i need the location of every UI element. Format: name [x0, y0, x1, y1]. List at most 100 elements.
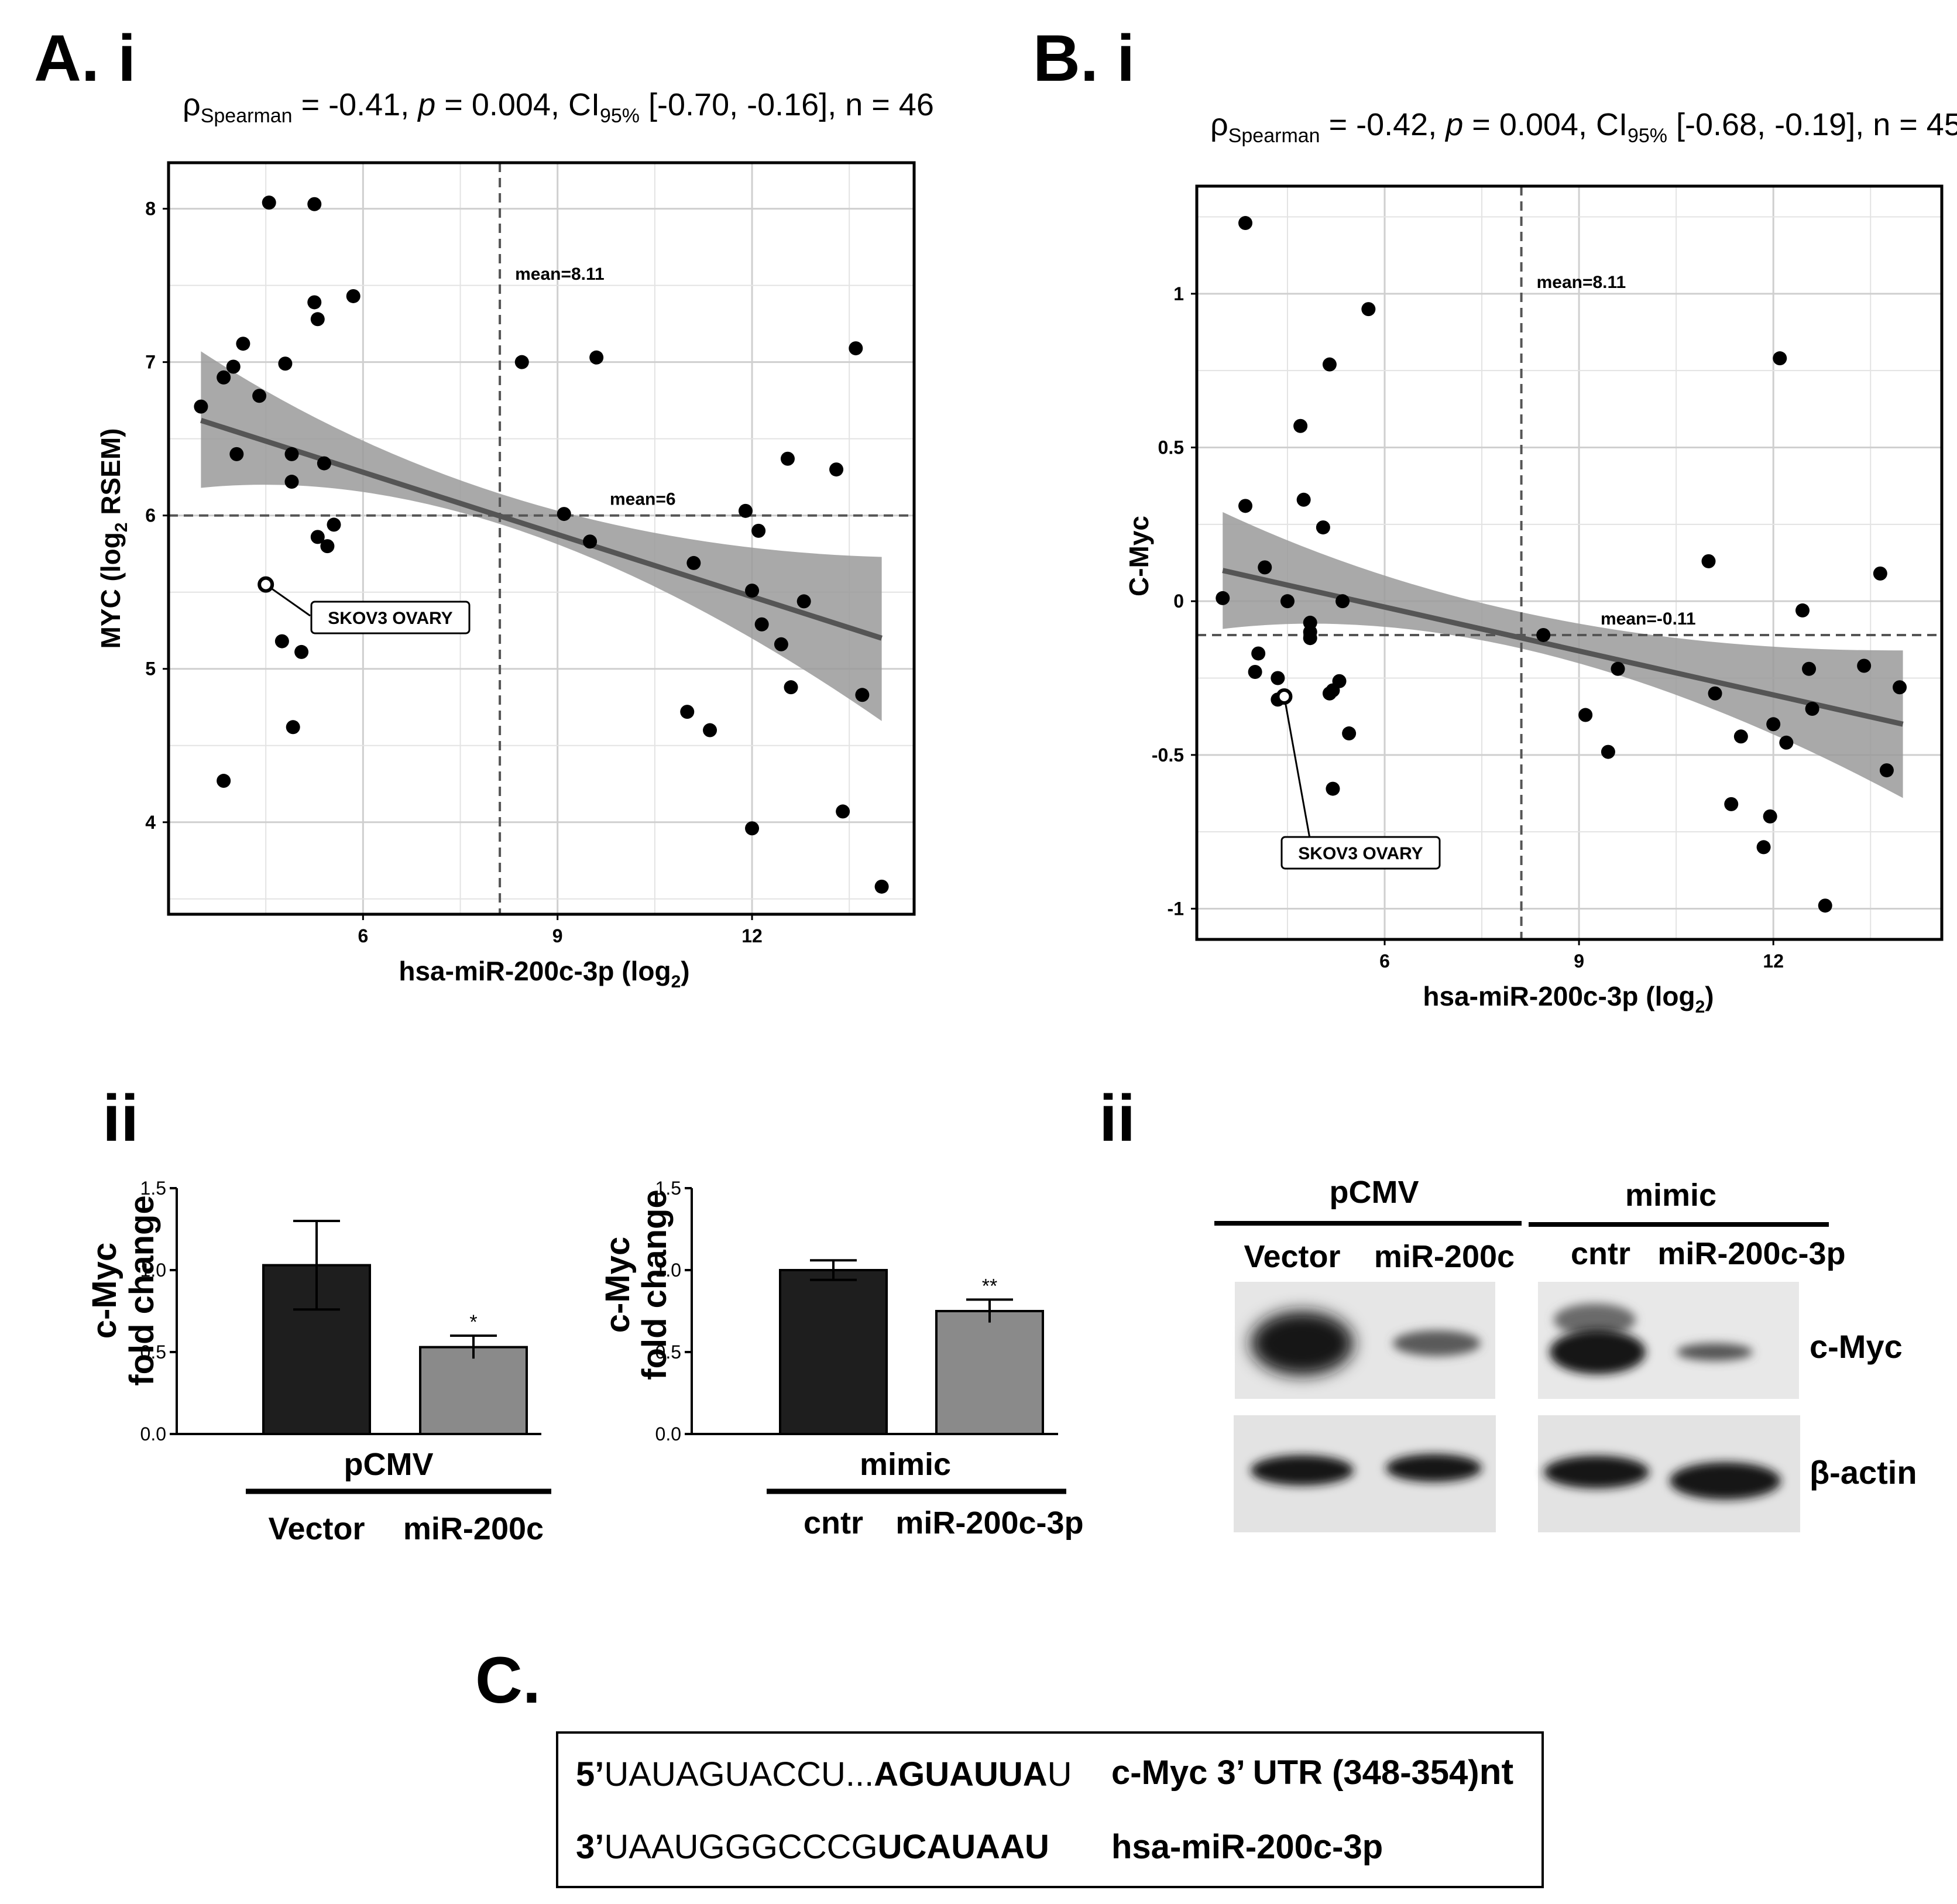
bar-b-category-label: miR-200c-3p [895, 1505, 1083, 1541]
scatter-a-data-point [320, 539, 335, 554]
scatter-b-x-label: hsa-miR-200c-3p (log2) [1423, 981, 1714, 1017]
scatter-a-ci-band [201, 351, 882, 721]
bar-a-bar [419, 1346, 528, 1436]
scatter-a-data-point [874, 879, 889, 894]
blot-lane-mir200c: miR-200c [1374, 1239, 1515, 1274]
stats-b-rho: ρ [1210, 107, 1228, 142]
scatter-a-fit-line [200, 417, 883, 641]
scatter-b-data-point [1296, 492, 1311, 507]
bar-a-y-tick-label: 0.0 [140, 1423, 166, 1445]
blot-band-cmyc-cntr [1550, 1330, 1646, 1374]
scatter-a-highlight-point [258, 576, 274, 593]
stats-a-ci-val: [-0.70, -0.16], n = 46 [640, 87, 934, 122]
sequence-line-2: 3’UAAUGGGCCCGUCAUAAU [576, 1827, 1049, 1867]
scatter-b-data-point [1332, 674, 1347, 688]
seq2-prefix: 3’ [576, 1828, 605, 1866]
scatter-a-data-point [252, 389, 267, 403]
scatter-a-mean-y-label: mean=6 [610, 490, 676, 509]
bar-b-y-tick-label: 1.5 [655, 1178, 681, 1199]
scatter-a-data-point [274, 634, 289, 649]
blot-band-actin-mir200c [1386, 1454, 1482, 1482]
scatter-b-data-point [1335, 594, 1350, 609]
scatter-b-data-point [1724, 797, 1739, 811]
scatter-a-y-tick-label: 5 [145, 658, 156, 680]
bar-a-y-tick-label: 0.5 [140, 1342, 166, 1363]
scatter-b-data-point [1601, 745, 1615, 759]
bar-b-y-tick-label: 0.0 [655, 1423, 681, 1445]
scatter-b-data-point [1303, 631, 1317, 646]
stats-a-rho: ρ [183, 87, 201, 122]
scatter-a-data-point [294, 644, 309, 659]
scatter-b-data-point [1756, 840, 1771, 855]
seq1-unit: nt [1479, 1752, 1514, 1792]
scatter-a-data-point [589, 350, 604, 365]
stats-a-rho-sub: Spearman [200, 104, 293, 127]
blot-row-label-actin: β-actin [1810, 1454, 1917, 1491]
scatter-a-data-point [286, 720, 300, 735]
scatter-b-data-point [1773, 351, 1787, 366]
scatter-a-data-point [284, 475, 299, 489]
scatter-a-data-point [226, 359, 241, 374]
blot-band-actin-vector [1251, 1455, 1354, 1486]
stats-b-ci-sub: 95% [1627, 124, 1668, 147]
scatter-b-fit-line [1222, 568, 1904, 727]
scatter-b-data-point [1361, 302, 1376, 317]
scatter-a-data-point [278, 356, 293, 371]
scatter-b-data-point [1763, 809, 1777, 824]
scatter-a-data-point [774, 637, 788, 651]
scatter-b-data-point [1238, 499, 1253, 513]
panel-label-a-ii: ii [102, 1082, 139, 1155]
scatter-a-data-point [217, 774, 231, 788]
stats-b-p-val: = 0.004, CI [1463, 107, 1628, 142]
western-blot: pCMV mimic Vector miR-200c cntr miR-200c… [1214, 1175, 1917, 1532]
scatter-b-y-tick-label: 0.5 [1158, 437, 1184, 458]
scatter-b-data-point [1322, 357, 1337, 372]
scatter-a-data-point [236, 337, 250, 351]
seq1-label: c-Myc 3’ UTR (348-354) [1111, 1754, 1479, 1792]
stats-b-ci-val: [-0.68, -0.19], n = 45 [1667, 107, 1957, 142]
scatter-b-data-point [1766, 717, 1781, 732]
bar-a-y-tick-label: 1.0 [140, 1260, 166, 1281]
scatter-b-data-point [1258, 560, 1272, 575]
bar-chart-a: 0.0 0.5 1.0 1.5 Vector miR-200c c-Myc fold c… [85, 1178, 551, 1546]
scatter-a-callout-box [310, 601, 471, 634]
scatter-a-data-point [738, 503, 753, 518]
panel-label-b-i: B. i [1033, 22, 1135, 95]
scatter-b: 6 9 12 -1 -0.5 0 0.5 1 mean=8.11 mean=-0.11 SKO… [1124, 184, 1944, 1017]
bar-a-significance: * [469, 1311, 477, 1333]
bar-a-category-label: miR-200c [403, 1511, 544, 1546]
stats-b: ρSpearman = -0.42, p = 0.004, CI95% [-0.… [1210, 107, 1957, 147]
scatter-a-y-label: MYC (log2 RSEM) [95, 428, 131, 649]
scatter-a-y-label-main: MYC (log [95, 532, 126, 649]
scatter-b-callout-line [1283, 696, 1311, 839]
scatter-a-data-point [849, 341, 863, 356]
scatter-a-data-point [262, 195, 276, 210]
scatter-b-data-point [1802, 661, 1817, 676]
sequence-label-2: hsa-miR-200c-3p [1111, 1827, 1383, 1867]
stats-b-rho-sub: Spearman [1228, 124, 1320, 147]
scatter-b-data-point [1248, 664, 1262, 679]
scatter-b-callout-label: SKOV3 OVARY [1298, 844, 1423, 863]
bar-b-significance: ** [982, 1275, 997, 1297]
stats-a-ci-sub: 95% [599, 104, 640, 127]
scatter-a-points [194, 195, 889, 894]
scatter-a-data-point [317, 456, 331, 471]
blot-band-cmyc-mir200c [1393, 1330, 1481, 1356]
scatter-a-data-point [754, 617, 769, 632]
scatter-a-y-tick-label: 6 [145, 505, 156, 526]
blot-band-cmyc-vector [1251, 1311, 1354, 1375]
scatter-a-x-tick-label: 6 [358, 925, 368, 946]
scatter-b-data-point [1857, 658, 1872, 673]
stats-b-p: p [1446, 107, 1464, 142]
scatter-a-callout-label: SKOV3 OVARY [328, 609, 452, 628]
blot-group-mimic: mimic [1625, 1178, 1716, 1213]
seq1-plain: UAUAGUACCU... [604, 1755, 874, 1793]
scatter-a-data-point [836, 804, 850, 819]
blot-lane-cntr: cntr [1571, 1236, 1630, 1271]
scatter-a-data-point [217, 370, 231, 385]
scatter-a-data-point [686, 555, 701, 570]
scatter-a-x-tick-label: 12 [741, 925, 763, 946]
bar-a-group-label: pCMV [344, 1447, 434, 1482]
scatter-a-data-point [745, 584, 760, 598]
bar-b-y-label-1: c-Myc [599, 1237, 637, 1333]
